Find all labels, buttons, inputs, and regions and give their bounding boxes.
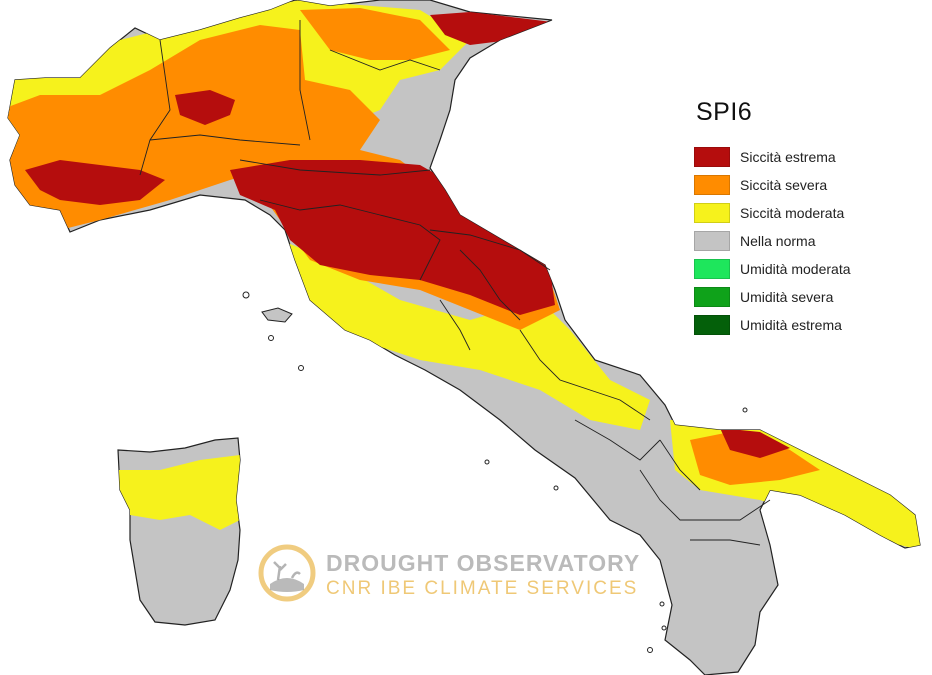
zone-severe-south [690, 430, 820, 485]
small-island [742, 407, 748, 413]
legend-label: Siccità estrema [740, 149, 836, 165]
zone-extreme-piemonte [25, 160, 165, 205]
zone-extreme-central [230, 160, 555, 315]
zone-extreme-friuli [430, 12, 552, 45]
legend-label: Siccità severa [740, 177, 828, 193]
zone-extreme-puglia [720, 428, 790, 458]
legend-swatch [694, 315, 730, 335]
legend-item: Nella norma [694, 227, 914, 255]
legend-label: Umidità moderata [740, 261, 851, 277]
legend-item: Siccità estrema [694, 143, 914, 171]
zone-severe-north-east [300, 8, 450, 60]
legend-item: Umidità moderata [694, 255, 914, 283]
zone-extreme-lombardia [175, 90, 235, 125]
legend-item: Siccità severa [694, 171, 914, 199]
small-island [268, 335, 274, 341]
small-island [553, 485, 559, 491]
legend-swatch [694, 287, 730, 307]
legend-item: Siccità moderata [694, 199, 914, 227]
watermark-title: DROUGHT OBSERVATORY [326, 550, 641, 576]
legend-label: Umidità estrema [740, 317, 842, 333]
watermark: DROUGHT OBSERVATORY CNR IBE CLIMATE SERV… [258, 544, 678, 608]
small-island [661, 625, 667, 631]
region-borders [139, 20, 771, 546]
legend-swatch [694, 231, 730, 251]
legend-item: Umidità severa [694, 283, 914, 311]
legend-swatch [694, 259, 730, 279]
drought-observatory-logo-icon [258, 544, 316, 602]
legend-swatch [694, 175, 730, 195]
small-island [484, 459, 490, 465]
legend-label: Nella norma [740, 233, 816, 249]
small-island [647, 647, 653, 653]
sardinia-zone-moderate [118, 455, 240, 530]
legend-title: SPI6 [696, 98, 753, 126]
legend-item: Umidità estrema [694, 311, 914, 339]
small-island [242, 291, 250, 299]
legend-swatch [694, 147, 730, 167]
elba-island [261, 307, 293, 323]
zone-moderate-center [280, 240, 650, 430]
small-island [298, 365, 304, 371]
legend-label: Umidità severa [740, 289, 834, 305]
legend-swatch [694, 203, 730, 223]
watermark-subtitle: CNR IBE CLIMATE SERVICES [326, 578, 639, 599]
small-island [659, 601, 665, 607]
legend-label: Siccità moderata [740, 205, 845, 221]
legend: SPI6 Siccità estrema Siccità severa Siccit… [694, 98, 914, 339]
